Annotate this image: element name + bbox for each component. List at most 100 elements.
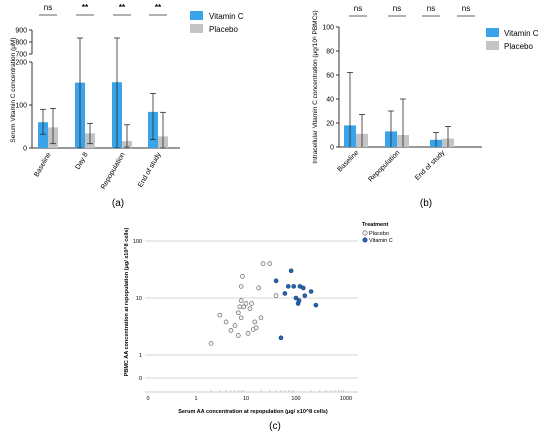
panel-c-y-tick-label: 0 xyxy=(139,376,142,382)
panel-c-point-placebo xyxy=(267,261,273,266)
panel-c-x-tick-label: 1 xyxy=(194,396,197,402)
panel-c-point-placebo xyxy=(208,341,214,346)
panel-b-y-tick-label: 60 xyxy=(326,73,334,80)
panel-c-point-placebo xyxy=(245,331,251,336)
panel-b-x-tick-label: End of study xyxy=(414,149,447,182)
panel-c-point-placebo xyxy=(260,261,266,266)
panel-c-x-tick-label: 100 xyxy=(291,396,300,402)
panel-c-point-vitamin-c xyxy=(296,298,302,303)
panel-c-point-vitamin-c xyxy=(308,289,314,294)
panel-a-y-tick-label: 200 xyxy=(15,60,27,67)
panel-a-significance-label: ** xyxy=(82,3,89,12)
panel-a-x-tick-label: End of study xyxy=(137,151,163,189)
panel-c-point-placebo xyxy=(238,284,244,289)
panel-a-legend-label: Placebo xyxy=(209,25,238,34)
panel-c-point-vitamin-c xyxy=(273,278,279,284)
panel-c-point-vitamin-c xyxy=(291,284,297,289)
panel-b-legend: Vitamin C Placebo xyxy=(486,28,539,51)
panel-c-point-placebo xyxy=(238,298,244,303)
panel-a-legend-swatch xyxy=(190,11,203,20)
panel-b-significance-label: ns xyxy=(393,4,401,13)
panel-c-point-vitamin-c xyxy=(313,302,319,308)
panel-a-y-tick-label: 700 xyxy=(15,52,27,59)
panel-b-ylabel: Intracellular Vitamin C concentration (μ… xyxy=(312,10,319,163)
panel-a-x-tick-label: Repopulation xyxy=(100,151,127,190)
panel-c-point-vitamin-c xyxy=(293,295,299,301)
panel-c-point-placebo xyxy=(256,285,262,291)
panel-b-legend-label: Vitamin C xyxy=(504,29,539,38)
panel-b-x-tick-label: Repopulation xyxy=(367,149,401,183)
panel-a-ylabel: Serum Vitamin C concentration (μM) xyxy=(10,37,17,142)
panel-c-point-vitamin-c xyxy=(285,284,291,289)
panel-c-xlabel: Serum AA concentration at repopulation (… xyxy=(178,409,328,415)
panel-a-legend: Vitamin C Placebo xyxy=(190,11,244,34)
panel-b-legend-swatch xyxy=(486,41,499,50)
panel-c-point-placebo xyxy=(243,301,249,306)
panel-b-y-tick-label: 20 xyxy=(326,121,334,128)
panel-a-legend-label: Vitamin C xyxy=(209,12,244,21)
panel-a-bar xyxy=(38,122,48,148)
panel-c-point-placebo xyxy=(217,312,223,318)
panel-a-significance-label: ** xyxy=(155,3,162,12)
panel-a-legend-swatch xyxy=(190,24,203,33)
panel-b-legend-swatch xyxy=(486,28,499,37)
panel-c-point-placebo xyxy=(235,333,241,338)
panel-c-legend-marker xyxy=(362,230,368,236)
panel-c-point-placebo xyxy=(253,325,259,331)
panel-c-point-placebo xyxy=(247,306,253,311)
panel-c-legend-title: Treatment xyxy=(362,222,388,228)
panel-c-y-tick-label: 10 xyxy=(136,296,142,302)
panel-c-y-tick-label: 100 xyxy=(133,239,142,245)
panel-a-significance-label: ** xyxy=(119,3,126,12)
panel-c-point-placebo xyxy=(235,310,241,316)
panel-c-point-placebo xyxy=(223,319,229,325)
panel-b-chart: Intracellular Vitamin C concentration (μ… xyxy=(312,4,539,184)
panel-c-point-vitamin-c xyxy=(278,335,284,341)
panel-c-y-tick-label: 1 xyxy=(139,353,142,359)
panel-c-point-placebo xyxy=(249,301,254,306)
panel-c-point-vitamin-c xyxy=(288,268,294,274)
panel-b-y-tick-label: 100 xyxy=(322,25,334,32)
panel-a-y-tick-label: 100 xyxy=(15,103,27,110)
panel-b-label: (b) xyxy=(420,198,432,209)
panel-b-legend-label: Placebo xyxy=(504,42,533,51)
panel-c-legend-marker xyxy=(362,237,368,243)
panel-c-legend-label: Vitamin C xyxy=(369,238,393,244)
panel-c-point-vitamin-c xyxy=(301,285,306,291)
panel-b-y-tick-label: 40 xyxy=(326,97,334,104)
panel-a-y-tick-label: 800 xyxy=(15,40,27,47)
panel-a-label: (a) xyxy=(112,198,124,209)
panel-b-significance-label: ns xyxy=(427,4,435,13)
panel-b-significance-label: ns xyxy=(354,4,362,13)
panel-c-x-tick-label: 1000 xyxy=(340,396,352,402)
panel-c-legend-label: Placebo xyxy=(369,231,389,237)
panel-a-chart: Serum Vitamin C concentration (μM) 0 100 2… xyxy=(10,3,244,191)
panel-a-significance-label: ns xyxy=(44,3,52,12)
panel-c-point-vitamin-c xyxy=(282,291,288,296)
panel-c-x-tick-label: 0 xyxy=(146,396,149,402)
panel-c-point-placebo xyxy=(252,319,258,325)
panel-c-point-placebo xyxy=(241,304,247,310)
panel-b-x-tick-label: Baseline xyxy=(336,149,360,173)
panel-a-y-tick-label: 0 xyxy=(23,146,27,153)
panel-a-x-tick-label: Day 8 xyxy=(75,151,90,170)
panel-c-point-placebo xyxy=(273,293,279,298)
panel-b-significance-label: ns xyxy=(462,4,470,13)
panel-c-label: (c) xyxy=(269,421,281,432)
panel-b-y-tick-label: 80 xyxy=(326,49,334,56)
panel-c-point-vitamin-c xyxy=(302,293,308,298)
panel-a-x-tick-label: Baseline xyxy=(33,151,53,178)
panel-c-point-placebo xyxy=(237,304,243,310)
panel-c-point-placebo xyxy=(228,328,234,333)
panel-c-point-placebo xyxy=(258,315,264,321)
panel-b-y-tick-label: 0 xyxy=(330,145,334,152)
panel-c-point-placebo xyxy=(232,323,238,328)
panel-c-point-placebo xyxy=(238,315,244,321)
panel-c-x-tick-label: 10 xyxy=(243,396,249,402)
panel-a-y-tick-label: 900 xyxy=(15,28,27,35)
panel-c-point-placebo xyxy=(240,274,245,279)
panel-c-ylabel: PBMC AA concentration at repopulation (μ… xyxy=(124,228,130,377)
